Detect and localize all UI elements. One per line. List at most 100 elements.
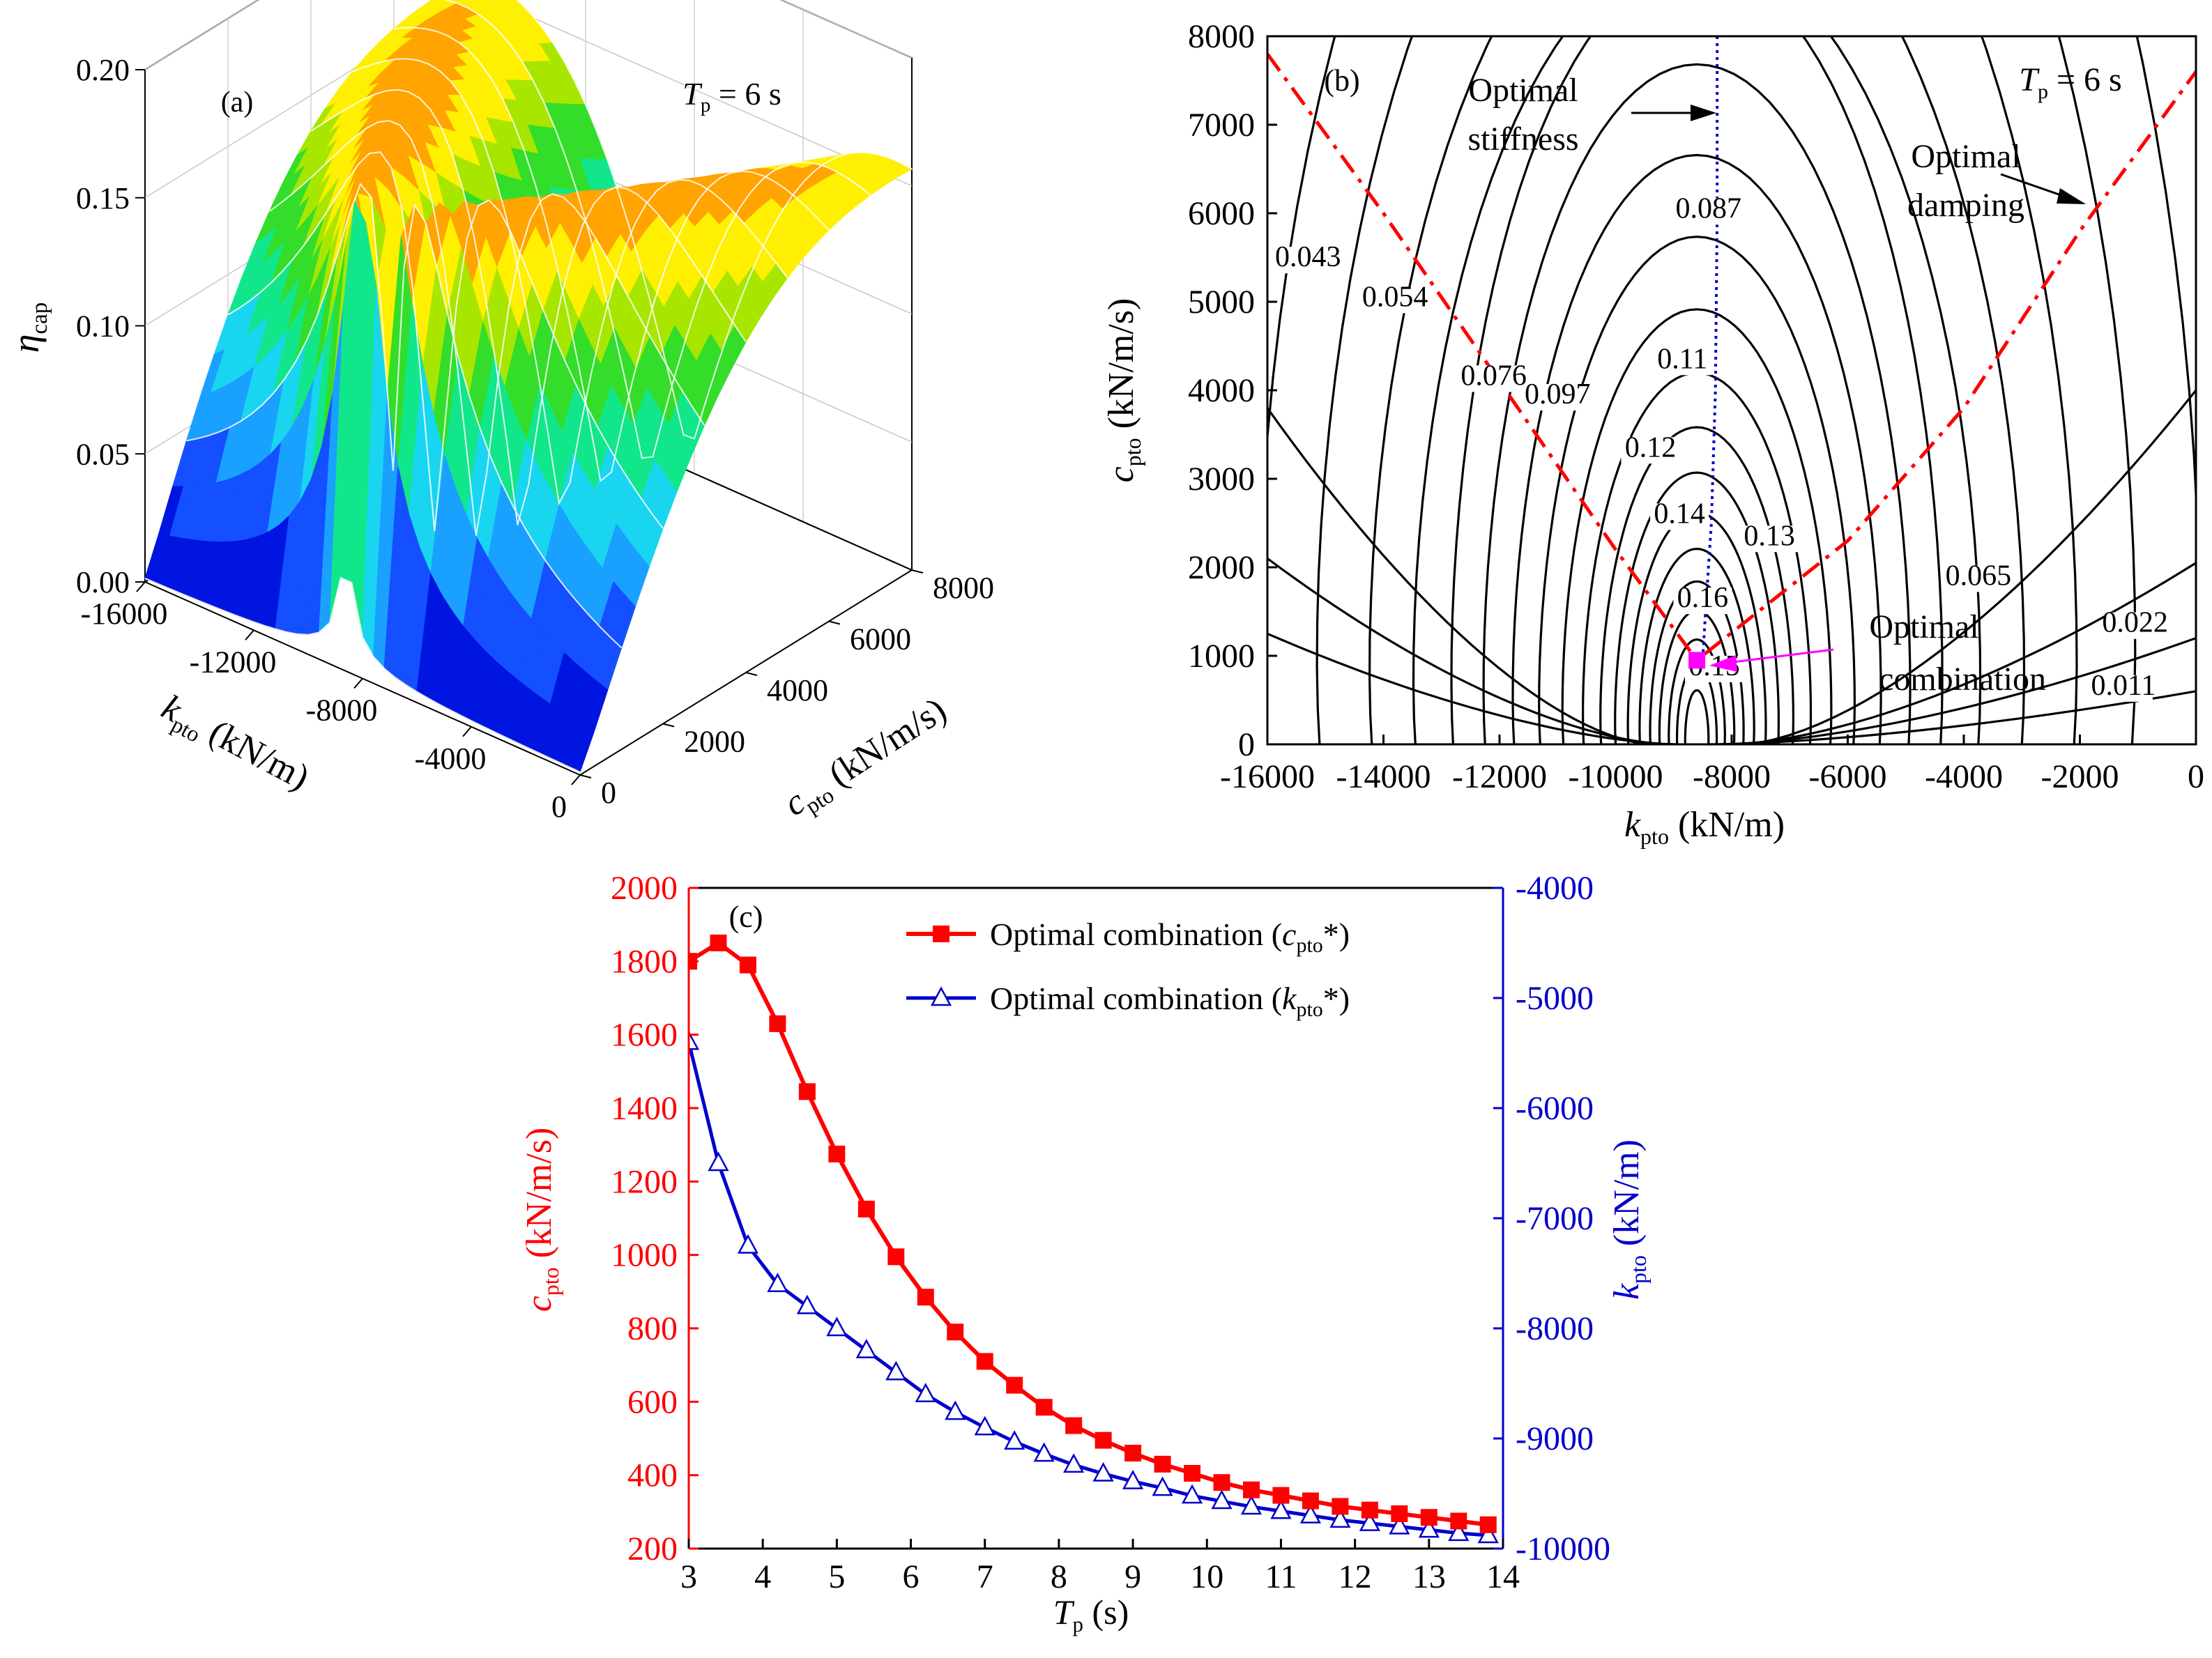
contour-label-bg: [1621, 437, 1680, 464]
contour-label: 0.054: [1362, 281, 1428, 313]
legend-marker-c: [933, 926, 949, 942]
marker-k: [1299, 1503, 1322, 1523]
y-right-tick-label-c: -6000: [1516, 1090, 1594, 1127]
marker-c: [1361, 1501, 1378, 1519]
c-tick-label: 2000: [684, 725, 745, 759]
y-left-tick-label-c: 1400: [611, 1090, 678, 1127]
marker-c: [947, 1323, 964, 1341]
marker-c: [1302, 1492, 1319, 1510]
marker-k: [689, 1030, 700, 1050]
k-tick-label: -8000: [306, 693, 378, 728]
x-tick-label-c: 4: [754, 1558, 771, 1595]
marker-c: [1094, 1431, 1112, 1449]
marker-k: [1181, 1484, 1203, 1504]
x-tick-label-c: 3: [680, 1558, 697, 1595]
legend-label-k: Optimal combination (kpto*): [990, 981, 1350, 1021]
y-left-tick-label-c: 800: [627, 1310, 678, 1347]
annotation-optimal-damping-1: Optimal: [1911, 138, 2020, 175]
surface-contour-line: [352, 58, 788, 506]
contour-label: 0.16: [1677, 582, 1729, 614]
c-tick: [828, 620, 841, 625]
contour-label-bg: [1650, 503, 1709, 530]
marker-c: [1450, 1512, 1467, 1530]
y-axis-label-b: cpto (kN/m/s): [1101, 298, 1145, 483]
surface-contour-line: [516, 0, 913, 440]
contour-line: [1561, 308, 1833, 745]
x-axis-label-b: kpto (kN/m): [1624, 805, 1785, 849]
marker-c: [1006, 1376, 1023, 1394]
k-tick-label: -4000: [415, 742, 487, 776]
y-tick-label-b: 1000: [1188, 638, 1255, 675]
contour-label: 0.043: [1275, 241, 1341, 273]
optimal-stiffness-curve: [1701, 36, 1719, 661]
y-right-tick-label-c: -5000: [1516, 980, 1594, 1017]
k-tick: [136, 581, 146, 592]
contour-line: [1511, 153, 1882, 745]
x-tick-label-c: 14: [1486, 1558, 1520, 1595]
y-left-tick-label-c: 400: [627, 1457, 678, 1494]
c-axis-label: cpto (kN/m/s): [777, 690, 955, 827]
x-tick-label-c: 12: [1338, 1558, 1372, 1595]
x-tick-label-c: 8: [1051, 1558, 1067, 1595]
contour-label-bg: [1948, 565, 2008, 592]
marker-c: [1065, 1417, 1083, 1434]
contour-label: 0.065: [1946, 560, 2012, 592]
c-tick: [579, 774, 592, 778]
contour-line: [1315, 36, 2078, 745]
c-tick-label: 0: [601, 776, 616, 810]
marker-c: [1332, 1498, 1349, 1515]
x-tick-label-b: -10000: [1569, 758, 1663, 795]
marker-k: [945, 1400, 966, 1420]
c-tick-label: 4000: [767, 673, 828, 707]
y-left-tick-label-c: 1800: [611, 943, 678, 980]
series-line-c: [689, 940, 1489, 1527]
z-tick-label: 0.15: [76, 181, 130, 215]
contour-label: 0.087: [1675, 192, 1741, 224]
k-tick-label: -12000: [190, 645, 277, 679]
surface-mesh: [144, 0, 913, 773]
marker-k: [1240, 1495, 1263, 1515]
y-left-tick-label-c: 600: [627, 1383, 678, 1420]
marker-k: [1389, 1514, 1410, 1535]
marker-c: [1213, 1474, 1230, 1491]
wall-gridline: [144, 0, 913, 70]
contour-line: [1450, 36, 1944, 745]
contour-label-bg: [1653, 348, 1712, 376]
x-tick-label-c: 13: [1412, 1558, 1446, 1595]
contour-label-bg: [1279, 247, 1338, 274]
c-tick: [911, 569, 924, 574]
x-tick-label-c: 7: [977, 1558, 993, 1595]
contour-label: 0.13: [1744, 520, 1795, 552]
x-tick-label-c: 9: [1124, 1558, 1141, 1595]
x-tick-label-b: -12000: [1452, 758, 1547, 795]
k-axis-label: kpto (kN/m): [153, 687, 316, 801]
y-right-tick-label-c: -10000: [1516, 1530, 1610, 1567]
panel-label-c: (c): [729, 900, 763, 934]
k-tick: [571, 774, 581, 785]
annotation-optimal-stiffness-2: stiffness: [1467, 121, 1578, 158]
x-axis-label-c: Tp (s): [1053, 1592, 1129, 1636]
k-tick-label: -16000: [81, 597, 168, 631]
contour-line: [1731, 562, 2196, 746]
legend-label-c: Optimal combination (cpto*): [990, 916, 1350, 957]
contour-label-bg: [1740, 525, 1799, 553]
y-left-axis-label-c: cpto (kN/m/s): [519, 1128, 563, 1312]
contour-label-bg: [2105, 612, 2165, 639]
marker-k: [1092, 1461, 1114, 1482]
annotation-optimal-combination-1: Optimal: [1869, 608, 1978, 645]
x-tick-label-b: -8000: [1693, 758, 1771, 795]
contour-label-bg: [1673, 588, 1732, 615]
annotation-tp-a: Tp = 6 s: [682, 76, 781, 116]
marker-c: [1154, 1455, 1171, 1473]
marker-k: [915, 1383, 936, 1403]
x-tick-label-b: -14000: [1336, 758, 1431, 795]
marker-c: [798, 1083, 816, 1100]
x-tick-label-c: 11: [1265, 1558, 1297, 1595]
arrow-combination: [1721, 648, 1834, 665]
y-tick-label-b: 3000: [1188, 461, 1255, 498]
contour-line: [1412, 36, 1982, 745]
marker-c: [1391, 1505, 1408, 1522]
contour-line: [1368, 36, 2026, 745]
annotation-tp-b: Tp = 6 s: [2019, 61, 2121, 103]
y-tick-label-b: 0: [1238, 726, 1255, 763]
